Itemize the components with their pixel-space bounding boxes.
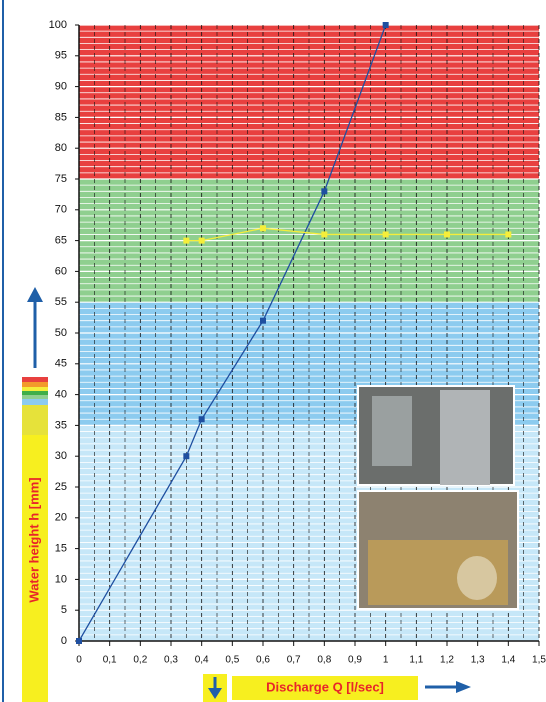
marker bbox=[505, 231, 512, 238]
x-tick-label: 0,3 bbox=[164, 655, 178, 666]
y-tick-label: 5 bbox=[61, 604, 67, 616]
x-tick-label: 1,5 bbox=[532, 655, 546, 666]
x-tick-label: 0,9 bbox=[348, 655, 362, 666]
y-tick-label: 45 bbox=[55, 358, 67, 370]
marker bbox=[382, 22, 389, 28]
x-tick-label: 0,1 bbox=[103, 655, 117, 666]
y-tick-label: 35 bbox=[55, 419, 67, 431]
marker bbox=[444, 231, 450, 238]
y-tick-label: 90 bbox=[55, 81, 67, 93]
axis-label-box bbox=[22, 435, 48, 702]
plot-area: 0510152025303540455055606570758085909510… bbox=[49, 19, 546, 666]
stripe bbox=[22, 399, 48, 405]
x-tick-label: 1,3 bbox=[471, 655, 485, 666]
x-tick-label: 0,2 bbox=[133, 655, 147, 666]
y-tick-label: 95 bbox=[55, 50, 67, 62]
x-tick-label: 1 bbox=[383, 655, 389, 666]
x-tick-label: 0,7 bbox=[287, 655, 301, 666]
axis-label-box bbox=[232, 676, 418, 700]
y-tick-label: 60 bbox=[55, 265, 67, 277]
x-tick-label: 0,8 bbox=[317, 655, 331, 666]
marker bbox=[382, 231, 389, 238]
y-tick-label: 80 bbox=[55, 142, 67, 154]
stripe bbox=[22, 391, 48, 395]
marker bbox=[260, 225, 266, 232]
marker bbox=[183, 453, 190, 460]
stripe bbox=[22, 387, 48, 391]
stripe bbox=[22, 382, 48, 387]
y-tick-label: 75 bbox=[55, 173, 67, 185]
x-tick-label: 0,4 bbox=[195, 655, 209, 666]
y-tick-label: 100 bbox=[49, 19, 67, 31]
x-tick-label: 1,2 bbox=[440, 655, 454, 666]
y-tick-label: 55 bbox=[55, 296, 67, 308]
y-tick-label: 65 bbox=[55, 235, 67, 247]
y-tick-label: 50 bbox=[55, 327, 67, 339]
photo-detail bbox=[372, 396, 412, 466]
x-tick-label: 0,5 bbox=[225, 655, 239, 666]
y-tick-label: 10 bbox=[55, 573, 67, 585]
y-tick-label: 25 bbox=[55, 481, 67, 493]
x-tick-label: 0,6 bbox=[256, 655, 270, 666]
x-tick-label: 1,1 bbox=[409, 655, 423, 666]
x-tick-label: 0 bbox=[76, 655, 82, 666]
photo-detail bbox=[457, 556, 497, 600]
arrow-head bbox=[456, 681, 471, 693]
marker bbox=[198, 416, 205, 423]
y-axis-label: Water height h [mm] bbox=[26, 477, 41, 602]
y-tick-label: 30 bbox=[55, 450, 67, 462]
marker bbox=[183, 237, 190, 244]
stripe bbox=[22, 405, 48, 435]
y-tick-label: 0 bbox=[61, 635, 67, 647]
marker bbox=[321, 231, 328, 238]
arrow-head bbox=[27, 287, 43, 302]
x-tick-label: 1,4 bbox=[501, 655, 515, 666]
y-tick-label: 40 bbox=[55, 389, 67, 401]
marker bbox=[321, 188, 328, 195]
marker bbox=[260, 317, 266, 324]
marker bbox=[76, 638, 82, 644]
marker bbox=[198, 237, 205, 244]
x-axis-label: Discharge Q [l/sec] bbox=[266, 679, 384, 694]
arrow-head bbox=[208, 688, 222, 699]
stripe bbox=[22, 377, 48, 382]
y-tick-label: 70 bbox=[55, 204, 67, 216]
photo-detail bbox=[440, 390, 490, 485]
y-tick-label: 20 bbox=[55, 512, 67, 524]
line bbox=[78, 24, 387, 642]
y-tick-label: 15 bbox=[55, 543, 67, 555]
stripe bbox=[22, 395, 48, 399]
y-tick-label: 85 bbox=[55, 111, 67, 123]
